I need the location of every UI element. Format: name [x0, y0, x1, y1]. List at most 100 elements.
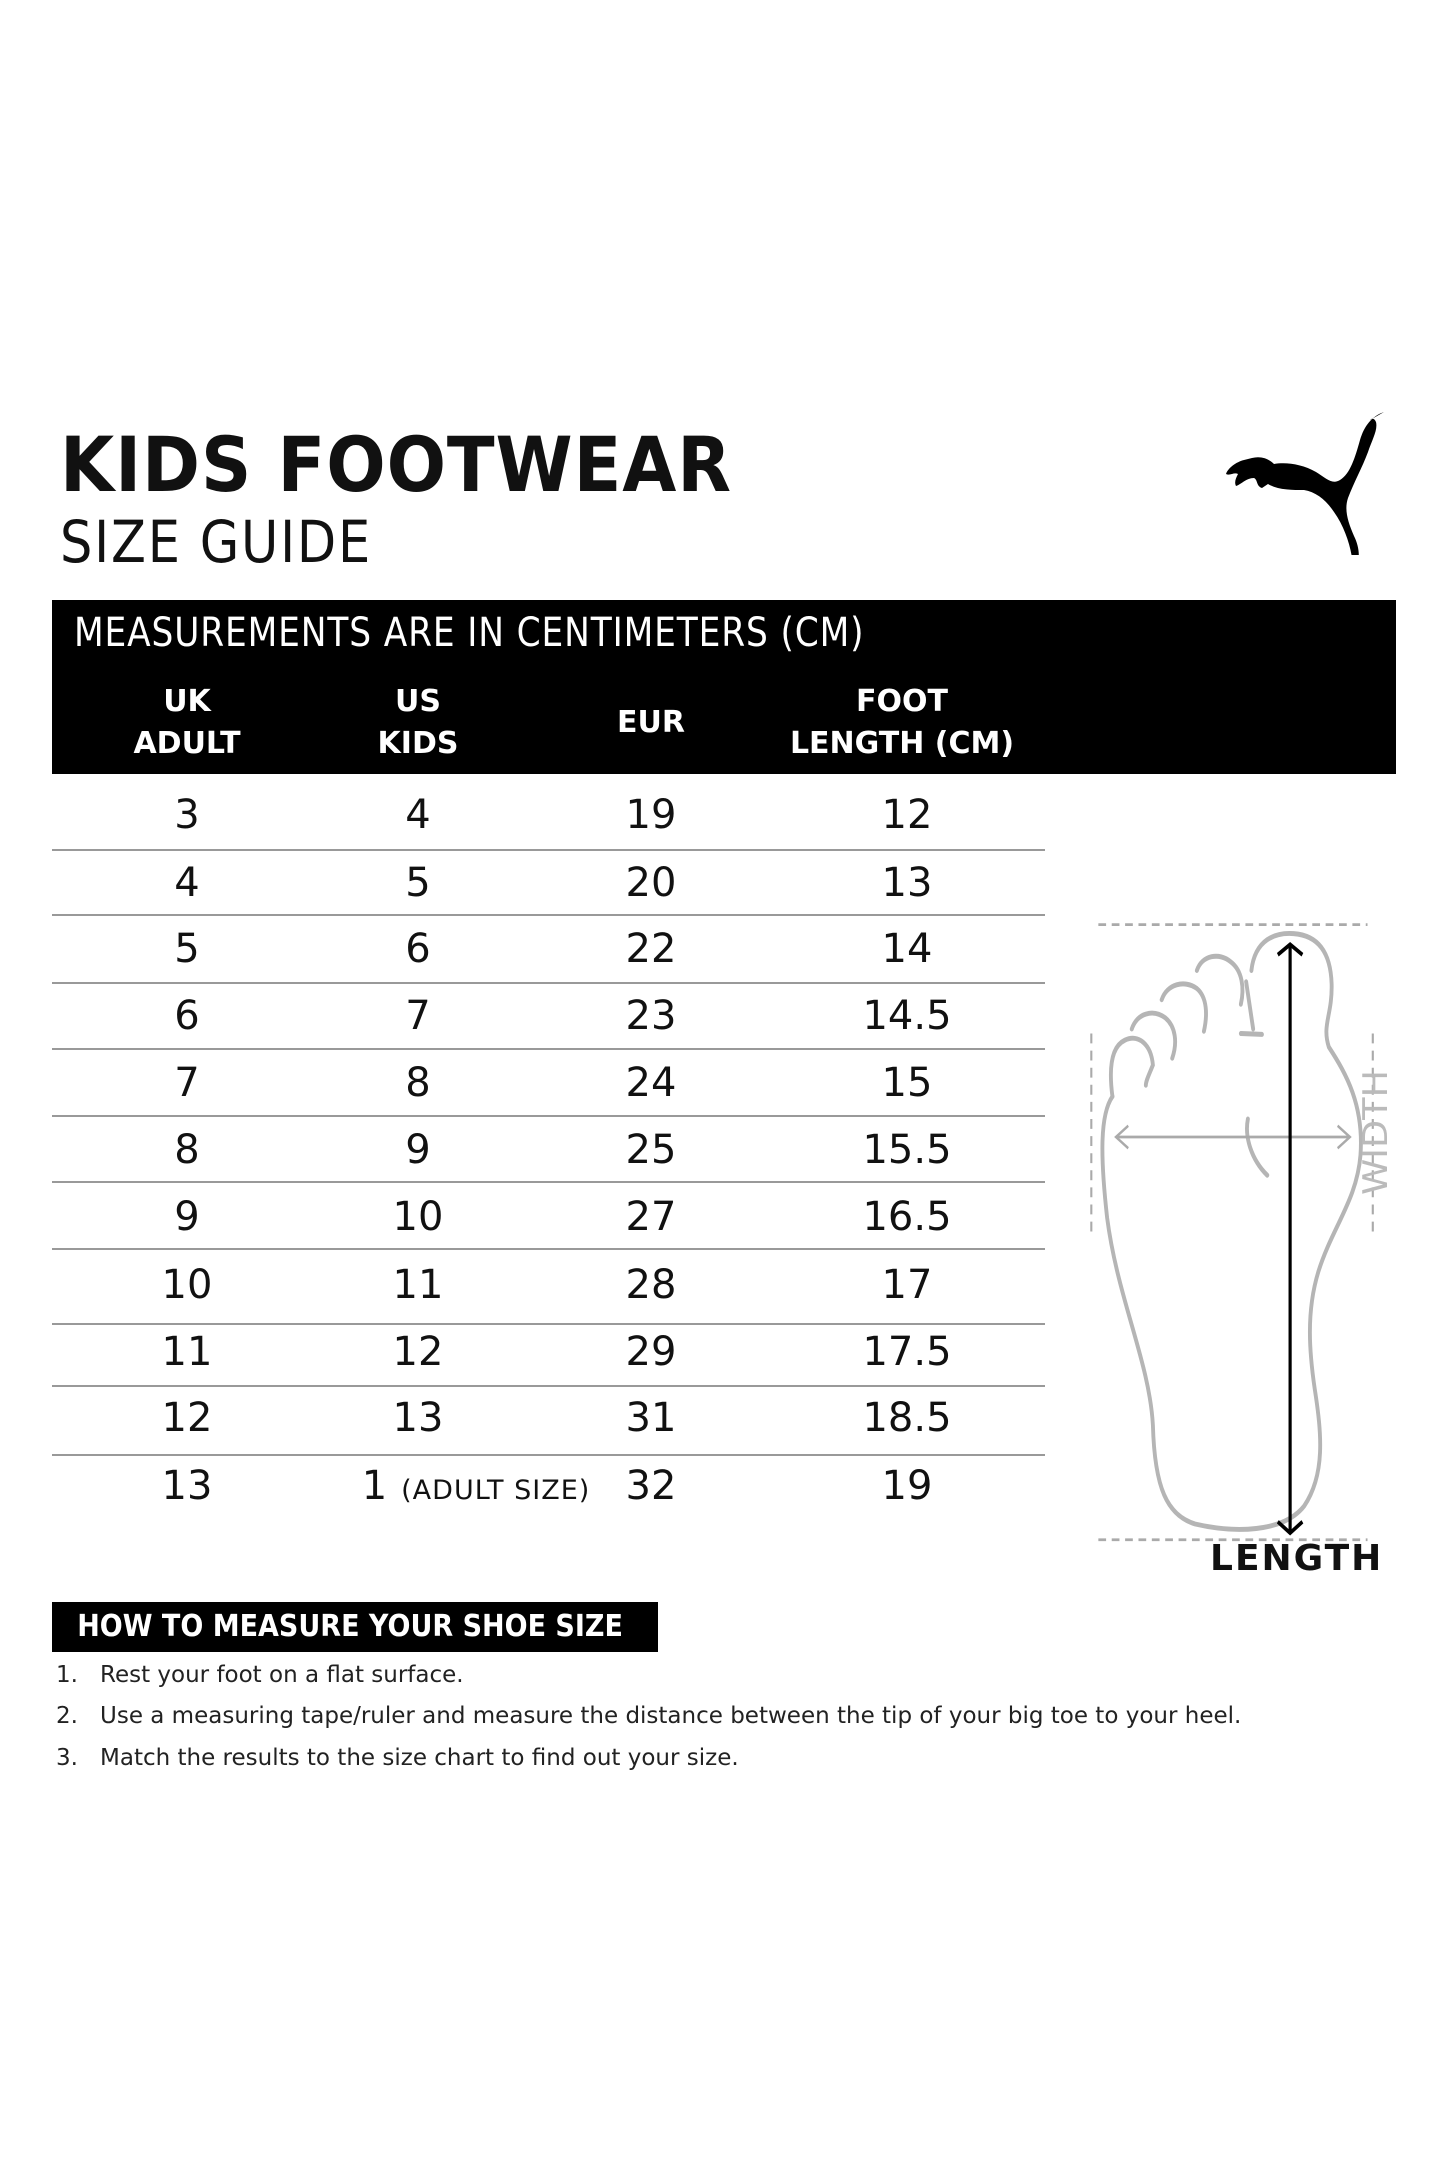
length-label: LENGTH: [1210, 1538, 1384, 1579]
cell-cm: 15: [882, 1050, 933, 1116]
column-header-eur: EUR: [617, 678, 685, 768]
instruction-step: 1. Rest your foot on a flat surface.: [56, 1662, 464, 1688]
cell-eur: 27: [626, 1184, 677, 1250]
cell-value: 16.5: [862, 1194, 952, 1240]
table-row: 13 1 (ADULT SIZE) 32 19: [52, 1453, 1045, 1519]
cell-uk: 12: [162, 1385, 213, 1451]
puma-logo-icon: [1226, 412, 1384, 555]
cell-cm: 14.5: [862, 983, 951, 1049]
cell-value: 28: [625, 1262, 677, 1308]
cell-value: 17: [881, 1262, 933, 1308]
instruction-step: 2. Use a measuring tape/ruler and measure…: [56, 1703, 1241, 1729]
svg-text:WIDTH: WIDTH: [1356, 1070, 1395, 1195]
step-text: Use a measuring tape/ruler and measure t…: [100, 1703, 1242, 1729]
cell-cm: 19: [882, 1453, 933, 1519]
length-arrow-icon: [1276, 941, 1304, 1536]
cell-value: 9: [405, 1127, 431, 1173]
step-text: Rest your foot on a flat surface.: [100, 1662, 464, 1688]
cell-value: 6: [174, 993, 200, 1039]
cell-value: 13: [392, 1395, 444, 1441]
cell-us: 12: [393, 1319, 444, 1385]
cell-uk: 13: [162, 1453, 213, 1519]
cell-cm: 17: [882, 1252, 933, 1318]
cell-eur: 24: [626, 1050, 677, 1116]
row-divider: [52, 1181, 1045, 1183]
foot-outline-icon: [1100, 930, 1363, 1532]
cell-value: 9: [174, 1194, 200, 1240]
table-row: 5 6 22 14: [52, 916, 1045, 982]
cell-cm: 18.5: [862, 1385, 951, 1451]
instruction-step: 3. Match the results to the size chart to…: [56, 1745, 739, 1771]
cell-us: 13: [393, 1385, 444, 1451]
cell-uk: 11: [162, 1319, 213, 1385]
cell-value: 11: [161, 1329, 213, 1375]
cell-eur: 28: [626, 1252, 677, 1318]
cell-eur: 22: [626, 916, 677, 982]
cell-cm: 16.5: [862, 1184, 951, 1250]
cell-value: 18.5: [862, 1395, 952, 1441]
cell-value: 5: [174, 926, 200, 972]
row-divider: [52, 1248, 1045, 1250]
table-row: 8 9 25 15.5: [52, 1117, 1045, 1183]
cell-value: 8: [174, 1127, 200, 1173]
cell-value: 7: [405, 993, 431, 1039]
row-divider: [52, 849, 1045, 851]
cell-value: 11: [392, 1262, 444, 1308]
cell-us: 5: [405, 850, 430, 916]
row-divider: [52, 1323, 1045, 1325]
cell-eur: 19: [626, 782, 677, 848]
table-row: 9 10 27 16.5: [52, 1184, 1045, 1250]
cell-value: 5: [405, 860, 431, 906]
row-divider: [52, 1048, 1045, 1050]
cell-uk: 6: [174, 983, 199, 1049]
table-row: 3 4 19 12: [52, 782, 1045, 848]
cell-value: 12: [881, 792, 933, 838]
row-divider: [52, 914, 1045, 916]
column-header-line: FOOT: [856, 684, 948, 719]
cell-value: 15: [881, 1060, 933, 1106]
cell-cm: 15.5: [862, 1117, 951, 1183]
table-row: 6 7 23 14.5: [52, 983, 1045, 1049]
cell-value: 17.5: [862, 1329, 952, 1375]
row-divider: [52, 982, 1045, 984]
cell-us: 4: [405, 782, 430, 848]
table-row: 11 12 29 17.5: [52, 1319, 1045, 1385]
column-header-line: EUR: [617, 705, 685, 740]
cell-uk: 9: [174, 1184, 199, 1250]
cell-us: 11: [393, 1252, 444, 1318]
page-title: KIDS FOOTWEAR: [60, 420, 733, 509]
cell-us: 9: [405, 1117, 430, 1183]
cell-uk: 4: [174, 850, 199, 916]
cell-value: 22: [625, 926, 677, 972]
column-header-us: US KIDS: [378, 678, 459, 768]
row-divider: [52, 1454, 1045, 1456]
cell-value: 19: [625, 792, 677, 838]
cell-uk: 3: [174, 782, 199, 848]
cell-us: 8: [405, 1050, 430, 1116]
cell-value: 13: [161, 1463, 213, 1509]
cell-value: 3: [174, 792, 200, 838]
cell-value: 6: [405, 926, 431, 972]
cell-value: 4: [174, 860, 200, 906]
cell-cm: 17.5: [862, 1319, 951, 1385]
row-divider: [52, 1115, 1045, 1117]
table-row: 12 13 31 18.5: [52, 1385, 1045, 1451]
cell-value: 15.5: [862, 1127, 952, 1173]
cell-us: 7: [405, 983, 430, 1049]
guide-lines: [1090, 923, 1374, 1542]
cell-value: 24: [625, 1060, 677, 1106]
column-header-line: KIDS: [377, 726, 459, 761]
cell-eur: 20: [626, 850, 677, 916]
cell-value: 25: [625, 1127, 677, 1173]
cell-value: 32: [625, 1463, 677, 1509]
cell-cm: 12: [882, 782, 933, 848]
cell-uk: 5: [174, 916, 199, 982]
size-note: (ADULT SIZE): [401, 1475, 591, 1506]
cell-eur: 32: [626, 1453, 677, 1519]
width-label: WIDTH: [1356, 1070, 1395, 1195]
cell-eur: 25: [626, 1117, 677, 1183]
cell-uk: 7: [174, 1050, 199, 1116]
cell-value: 10: [392, 1194, 444, 1240]
cell-value: 29: [625, 1329, 677, 1375]
column-header-line: LENGTH (CM): [789, 726, 1015, 761]
